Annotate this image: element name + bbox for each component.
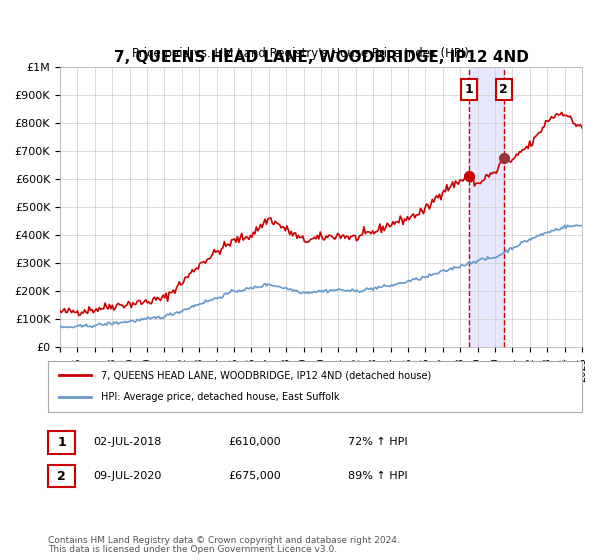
- Text: 1: 1: [57, 436, 66, 449]
- Text: 1: 1: [464, 83, 473, 96]
- Text: HPI: Average price, detached house, East Suffolk: HPI: Average price, detached house, East…: [101, 393, 340, 403]
- Point: [464, 172, 473, 181]
- Text: 72% ↑ HPI: 72% ↑ HPI: [348, 437, 407, 447]
- Text: Price paid vs. HM Land Registry's House Price Index (HPI): Price paid vs. HM Land Registry's House …: [131, 46, 469, 60]
- Text: 89% ↑ HPI: 89% ↑ HPI: [348, 471, 407, 481]
- Bar: [469, 67, 503, 347]
- Title: 7, QUEENS HEAD LANE, WOODBRIDGE, IP12 4ND: 7, QUEENS HEAD LANE, WOODBRIDGE, IP12 4N…: [113, 50, 529, 64]
- Text: £675,000: £675,000: [228, 471, 281, 481]
- Text: 7, QUEENS HEAD LANE, WOODBRIDGE, IP12 4ND (detached house): 7, QUEENS HEAD LANE, WOODBRIDGE, IP12 4N…: [101, 370, 431, 380]
- Text: 2: 2: [57, 469, 66, 483]
- Text: 09-JUL-2020: 09-JUL-2020: [93, 471, 161, 481]
- Text: 2: 2: [499, 83, 508, 96]
- Text: This data is licensed under the Open Government Licence v3.0.: This data is licensed under the Open Gov…: [48, 544, 337, 554]
- Point: [499, 154, 508, 163]
- Text: £610,000: £610,000: [228, 437, 281, 447]
- Text: 02-JUL-2018: 02-JUL-2018: [93, 437, 161, 447]
- Text: Contains HM Land Registry data © Crown copyright and database right 2024.: Contains HM Land Registry data © Crown c…: [48, 536, 400, 545]
